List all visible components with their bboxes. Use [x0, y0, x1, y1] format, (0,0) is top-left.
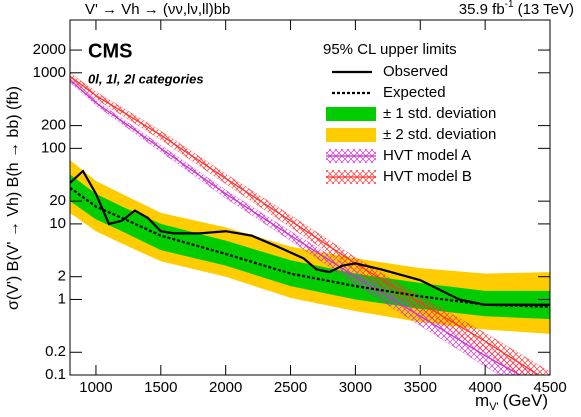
y-tick-label: 20 [49, 192, 66, 209]
legend-label: HVT model B [383, 168, 472, 185]
y-tick-label: 1000 [33, 64, 66, 81]
header-right: 35.9 fb-1 (13 TeV) [459, 0, 574, 18]
y-tick-label: 10 [49, 215, 66, 232]
legend-swatch [326, 107, 376, 121]
legend-label: ± 2 std. deviation [383, 126, 496, 143]
y-tick-label: 100 [41, 139, 66, 156]
model-line [70, 79, 522, 375]
x-tick-label: 3500 [404, 379, 437, 396]
y-tick-label: 0.1 [45, 366, 66, 383]
observed-line [70, 169, 550, 306]
x-tick-label: 1500 [144, 379, 177, 396]
legend-title: 95% CL upper limits [323, 41, 457, 58]
legend-label: Expected [383, 84, 446, 101]
lumi-sup: -1 [505, 0, 514, 10]
y-tick-label: 1 [58, 290, 66, 307]
legend-label: HVT model A [383, 147, 471, 164]
x-tick-label: 2500 [274, 379, 307, 396]
energy: (13 TeV) [518, 1, 574, 18]
x-tick-label: 4500 [533, 379, 566, 396]
x-tick-label: 3000 [339, 379, 372, 396]
x-label-unit: (GeV) [503, 391, 548, 410]
legend-label: Observed [383, 63, 448, 80]
x-tick-label: 1000 [79, 379, 112, 396]
model-band [70, 72, 550, 375]
lumi: 35.9 fb [459, 1, 505, 18]
x-label-sub: V' [489, 401, 498, 413]
legend-label: ± 1 std. deviation [383, 105, 496, 122]
x-tick-label: 2000 [209, 379, 242, 396]
y-tick-label: 2000 [33, 41, 66, 58]
y-tick-label: 0.2 [45, 343, 66, 360]
experiment: CMS [88, 40, 132, 62]
plot-frame [69, 19, 551, 376]
y-label: σ(V') B(V' → Vh) B(h → bb) (fb) [5, 86, 22, 310]
expected-line [70, 186, 550, 308]
x-tick-label: 4000 [468, 379, 501, 396]
annotation: 0l, 1l, 2l categories [88, 71, 204, 86]
model-band [70, 77, 538, 375]
x-label: mV' (GeV) [475, 391, 548, 412]
model-line [70, 75, 540, 375]
legend-swatch [326, 128, 376, 142]
header-left: V' → Vh → (νν,lν,ll)bb [85, 1, 230, 18]
y-tick-label: 200 [41, 117, 66, 134]
x-label-main: m [475, 391, 489, 410]
y-tick-label: 2 [58, 268, 66, 285]
